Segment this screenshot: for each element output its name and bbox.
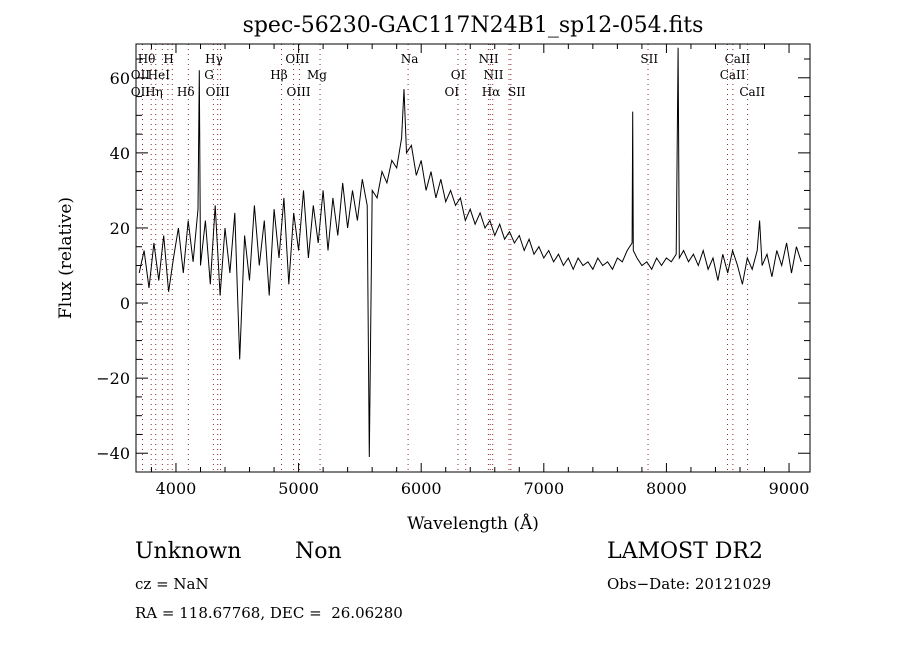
x-tick-label: 5000 bbox=[278, 479, 319, 498]
line-label: SII bbox=[508, 85, 526, 99]
x-tick-label: 6000 bbox=[401, 479, 442, 498]
line-label: Hθ bbox=[138, 52, 156, 66]
y-tick-label: 20 bbox=[110, 219, 130, 238]
line-label: OII bbox=[131, 68, 151, 82]
x-axis-label: Wavelength (Å) bbox=[407, 513, 539, 534]
line-label: OIII bbox=[206, 85, 230, 99]
plot-frame bbox=[135, 43, 811, 473]
line-label: OI bbox=[451, 68, 466, 82]
line-label: CaII bbox=[720, 68, 746, 82]
object-subclass: Non bbox=[295, 539, 342, 564]
line-label: HeI bbox=[148, 68, 171, 82]
line-label: Hα bbox=[482, 85, 501, 99]
line-label: Na bbox=[401, 52, 419, 66]
object-class: Unknown bbox=[135, 539, 242, 564]
line-label: OII bbox=[131, 85, 151, 99]
line-label: OIII bbox=[285, 52, 309, 66]
line-label: Hη bbox=[145, 85, 163, 99]
x-tick-label: 9000 bbox=[769, 479, 810, 498]
obs-date: Obs−Date: 20121029 bbox=[607, 575, 772, 593]
y-tick-label: 60 bbox=[110, 69, 130, 88]
line-label: NII bbox=[479, 52, 499, 66]
line-label: G bbox=[204, 68, 214, 82]
line-label: Hβ bbox=[270, 68, 287, 82]
x-tick-label: 8000 bbox=[646, 479, 687, 498]
x-tick-label: 4000 bbox=[156, 479, 197, 498]
line-label: CaII bbox=[725, 52, 751, 66]
ra-dec-coords: RA = 118.67768, DEC = 26.06280 bbox=[135, 604, 403, 622]
line-label: CaII bbox=[739, 85, 765, 99]
line-label: NII bbox=[484, 68, 504, 82]
line-label: OIII bbox=[287, 85, 311, 99]
survey-label: LAMOST DR2 bbox=[607, 539, 763, 564]
y-tick-label: 40 bbox=[110, 144, 130, 163]
y-tick-label: −40 bbox=[96, 444, 130, 463]
y-tick-label: −20 bbox=[96, 369, 130, 388]
chart-title: spec-56230-GAC117N24B1_sp12-054.fits bbox=[243, 13, 704, 38]
x-tick-label: 7000 bbox=[523, 479, 564, 498]
line-label: SII bbox=[640, 52, 658, 66]
y-tick-label: 0 bbox=[120, 294, 130, 313]
line-label: H bbox=[163, 52, 173, 66]
y-axis-label: Flux (relative) bbox=[56, 197, 76, 319]
redshift-cz: cz = NaN bbox=[135, 575, 209, 593]
spectrum-line bbox=[138, 47, 802, 458]
line-label: OI bbox=[445, 85, 460, 99]
line-label: Hγ bbox=[205, 52, 223, 66]
line-label: Hδ bbox=[177, 85, 195, 99]
line-label: Mg bbox=[307, 68, 327, 82]
